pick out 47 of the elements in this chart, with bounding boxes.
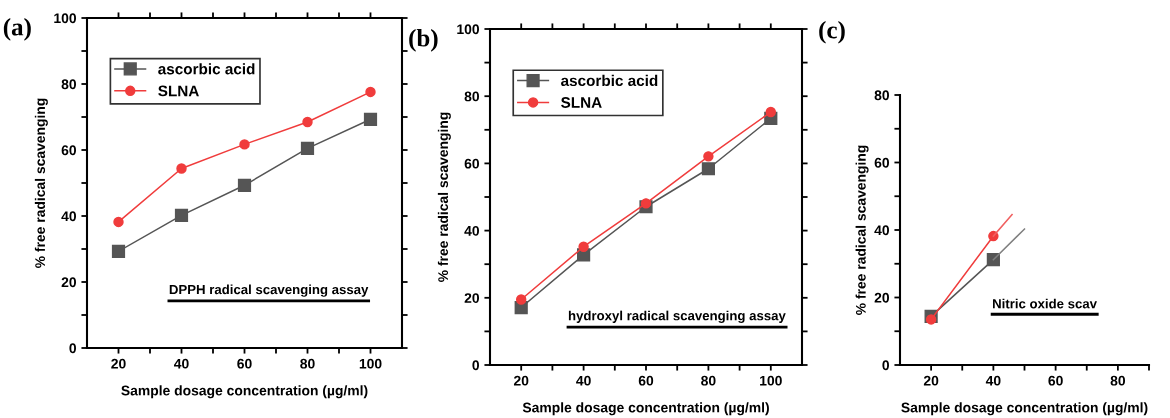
y-tick-label: 80 (464, 91, 480, 102)
x-axis-title: Sample dosage concentration (µg/ml) (121, 385, 368, 399)
x-tick-label: 60 (638, 375, 654, 386)
x-tick-label: 60 (1048, 375, 1063, 386)
y-axis-title: % free radical scavenging (437, 112, 451, 282)
y-tick-label: 20 (874, 292, 890, 303)
legend-label: SLNA (158, 85, 199, 97)
y-axis-title: % free radical scavenging (855, 145, 869, 315)
x-tick-label: 40 (985, 375, 1001, 386)
y-tick-label: 60 (61, 145, 77, 156)
y-tick-label: 40 (61, 211, 77, 222)
y-tick-label: 0 (472, 360, 480, 371)
y-tick-label: 60 (874, 157, 890, 168)
y-tick-label: 40 (464, 225, 480, 236)
y-tick-label: 80 (874, 90, 890, 101)
y-tick-label: 20 (464, 293, 480, 303)
y-tick-label: 60 (464, 158, 480, 169)
chart-title: (a) (3, 18, 31, 41)
legend-label: ascorbic acid (158, 63, 255, 75)
y-tick-label: 20 (61, 277, 77, 288)
annotation: hydroxyl radical scavenging assay (568, 310, 786, 323)
annotation: Nitric oxide scav (993, 298, 1097, 309)
x-tick-label: 40 (576, 375, 591, 386)
x-tick-label: 80 (701, 375, 716, 386)
y-tick-label: 40 (874, 225, 890, 236)
legend-label: ascorbic acid (561, 74, 658, 87)
x-tick-label: 80 (300, 358, 315, 369)
y-axis-title: % free radical scavenging (34, 98, 48, 268)
x-tick-label: 20 (923, 375, 939, 386)
x-tick-label: 20 (111, 358, 126, 369)
x-axis-title: Sample dosage concentration (µg/ml) (522, 402, 769, 416)
x-axis-title: Sample dosage concentration (µg/ml) (901, 402, 1148, 416)
annotation: DPPH radical scavenging assay (169, 284, 369, 297)
x-tick-label: 80 (1110, 375, 1126, 386)
y-tick-label: 100 (54, 13, 77, 24)
x-tick-label: 60 (237, 358, 252, 369)
legend-label: SLNA (561, 97, 602, 108)
y-tick-label: 0 (69, 343, 77, 354)
chart-title: (b) (409, 29, 438, 52)
x-tick-label: 100 (359, 358, 382, 369)
x-tick-label: 100 (760, 375, 782, 386)
y-tick-label: 80 (61, 79, 77, 90)
x-tick-label: 40 (173, 358, 189, 369)
y-tick-label: 100 (457, 24, 480, 35)
y-tick-label: 0 (882, 360, 890, 371)
chart-title: (c) (819, 20, 845, 44)
x-tick-label: 20 (513, 375, 529, 386)
